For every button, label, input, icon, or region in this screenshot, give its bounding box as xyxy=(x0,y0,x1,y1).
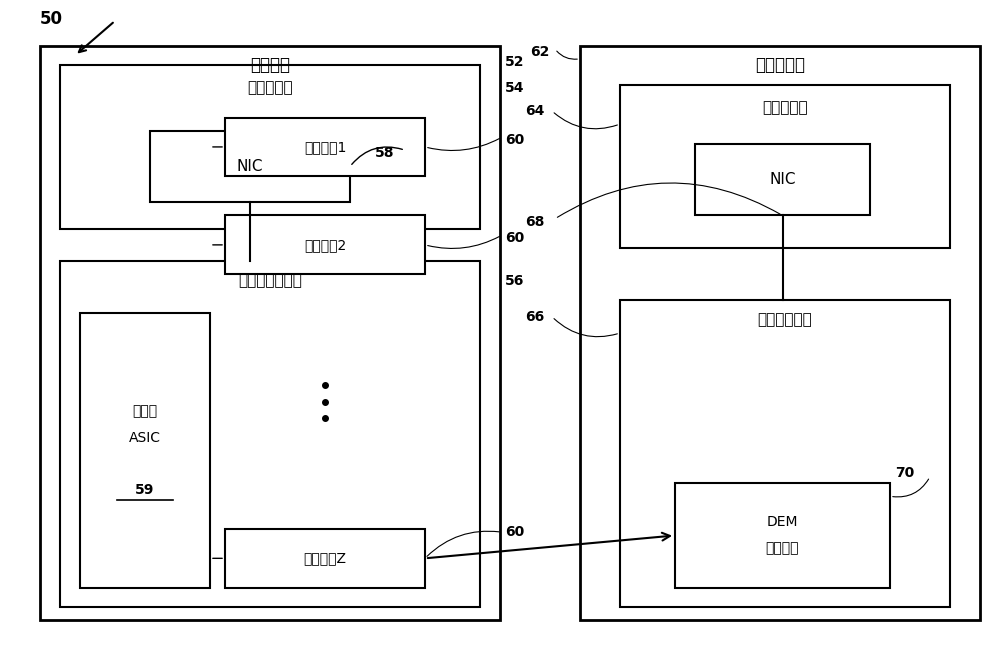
FancyBboxPatch shape xyxy=(225,529,425,588)
Text: 计算机系统: 计算机系统 xyxy=(762,101,808,115)
Text: 刀片机柜: 刀片机柜 xyxy=(250,56,290,74)
Text: 下行扩充模块: 下行扩充模块 xyxy=(758,313,812,327)
Text: 50: 50 xyxy=(40,10,63,28)
FancyBboxPatch shape xyxy=(580,46,980,620)
Text: 64: 64 xyxy=(525,104,544,118)
Text: ASIC: ASIC xyxy=(129,430,161,445)
Text: 60: 60 xyxy=(505,133,524,148)
FancyBboxPatch shape xyxy=(60,261,480,607)
Text: 60: 60 xyxy=(505,525,524,539)
Text: DEM: DEM xyxy=(767,515,798,530)
Text: 59: 59 xyxy=(135,483,155,497)
FancyBboxPatch shape xyxy=(225,118,425,176)
Text: 物理接口1: 物理接口1 xyxy=(304,140,346,154)
Text: 66: 66 xyxy=(525,310,544,324)
Text: 刀片子机柜: 刀片子机柜 xyxy=(755,56,805,74)
Text: 56: 56 xyxy=(505,274,524,288)
Text: 物理接口: 物理接口 xyxy=(766,541,799,556)
FancyBboxPatch shape xyxy=(80,313,210,588)
Text: 58: 58 xyxy=(375,146,394,161)
FancyBboxPatch shape xyxy=(695,144,870,215)
FancyBboxPatch shape xyxy=(150,131,350,202)
Text: 刀片交换机系统: 刀片交换机系统 xyxy=(238,274,302,288)
FancyBboxPatch shape xyxy=(620,300,950,607)
FancyBboxPatch shape xyxy=(675,483,890,588)
FancyBboxPatch shape xyxy=(225,215,425,274)
FancyBboxPatch shape xyxy=(40,46,500,620)
Text: NIC: NIC xyxy=(769,172,796,187)
Text: NIC: NIC xyxy=(237,159,263,174)
Text: 交换机: 交换机 xyxy=(132,404,158,419)
Text: 物理接口Z: 物理接口Z xyxy=(304,551,347,565)
Text: 物理接口2: 物理接口2 xyxy=(304,238,346,252)
FancyBboxPatch shape xyxy=(620,85,950,248)
Text: 54: 54 xyxy=(505,81,524,95)
Text: 刀片服务器: 刀片服务器 xyxy=(247,81,293,95)
Text: 62: 62 xyxy=(530,45,549,59)
FancyBboxPatch shape xyxy=(60,65,480,229)
Text: 70: 70 xyxy=(895,466,914,481)
Text: 52: 52 xyxy=(505,55,524,69)
Text: 68: 68 xyxy=(525,215,544,229)
Text: 60: 60 xyxy=(505,231,524,246)
